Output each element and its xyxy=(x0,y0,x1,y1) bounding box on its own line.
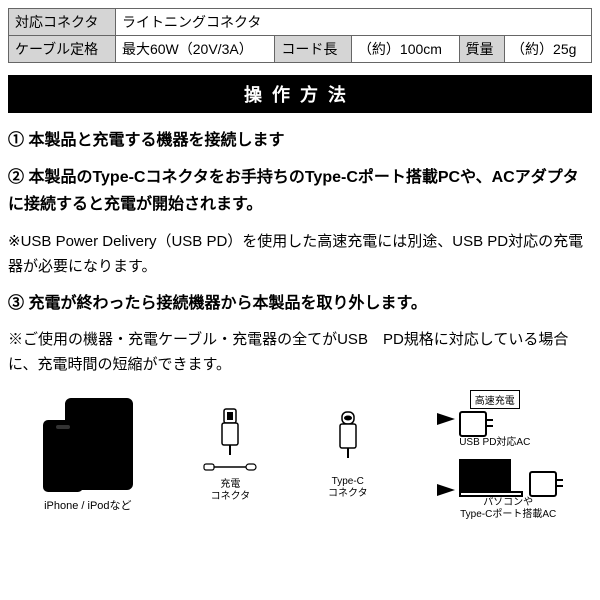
spec-value: 最大60W（20V/3A） xyxy=(115,36,274,63)
lightning-connector-icon xyxy=(216,407,244,455)
pc-row: パソコンや Type-Cポート搭載AC xyxy=(437,459,557,521)
connector-left: 充電 コネクタ xyxy=(202,407,258,503)
note-1: ※USB Power Delivery（USB PD）を使用した高速充電には別途… xyxy=(8,229,592,280)
diagram: iPhone / iPodなど 充電 コネクタ Type-C コネクタ xyxy=(8,390,592,521)
spec-table: 対応コネクタ ライトニングコネクタ ケーブル定格 最大60W（20V/3A） コ… xyxy=(8,8,592,63)
connector-left-label: 充電 コネクタ xyxy=(202,479,258,503)
phone-icon xyxy=(43,420,83,492)
ac-adapter-row: 高速充電 USB PD対応AC xyxy=(437,390,557,449)
output-devices: 高速充電 USB PD対応AC パソコンや Type-Cポート搭載AC xyxy=(437,390,557,521)
table-row: ケーブル定格 最大60W（20V/3A） コード長 （約）100cm 質量 （約… xyxy=(9,36,592,63)
spec-value: ライトニングコネクタ xyxy=(115,9,591,36)
fast-charge-tag: 高速充電 xyxy=(470,390,520,409)
cable-icon xyxy=(202,458,258,476)
connector-right: Type-C コネクタ xyxy=(328,410,368,500)
ac-label: USB PD対応AC xyxy=(459,437,530,449)
arrow-icon xyxy=(437,484,455,496)
table-row: 対応コネクタ ライトニングコネクタ xyxy=(9,9,592,36)
spec-label: コード長 xyxy=(275,36,352,63)
section-header: 操作方法 xyxy=(8,75,592,113)
laptop-icon xyxy=(459,459,523,497)
step-1: ① 本製品と充電する機器を接続します xyxy=(8,127,592,154)
ac-adapter-icon xyxy=(529,471,557,497)
spec-label: ケーブル定格 xyxy=(9,36,116,63)
arrow-icon xyxy=(437,413,455,425)
connector-right-label: Type-C コネクタ xyxy=(328,476,368,500)
devices-label: iPhone / iPodなど xyxy=(43,497,133,513)
instructions: ① 本製品と充電する機器を接続します ② 本製品のType-Cコネクタをお手持ち… xyxy=(8,127,592,378)
spec-label: 質量 xyxy=(459,36,504,63)
step-3: ③ 充電が終わったら接続機器から本製品を取り外します。 xyxy=(8,290,592,317)
usbc-connector-icon xyxy=(334,410,362,458)
step-2: ② 本製品のType-Cコネクタをお手持ちのType-Cポート搭載PCや、ACア… xyxy=(8,164,592,218)
spec-value: （約）100cm xyxy=(351,36,459,63)
ac-adapter-icon xyxy=(459,411,487,437)
devices-group: iPhone / iPodなど xyxy=(43,398,133,513)
spec-label: 対応コネクタ xyxy=(9,9,116,36)
pc-label: パソコンや Type-Cポート搭載AC xyxy=(459,497,557,521)
note-2: ※ご使用の機器・充電ケーブル・充電器の全てがUSB PD規格に対応している場合に… xyxy=(8,327,592,378)
spec-value: （約）25g xyxy=(505,36,592,63)
